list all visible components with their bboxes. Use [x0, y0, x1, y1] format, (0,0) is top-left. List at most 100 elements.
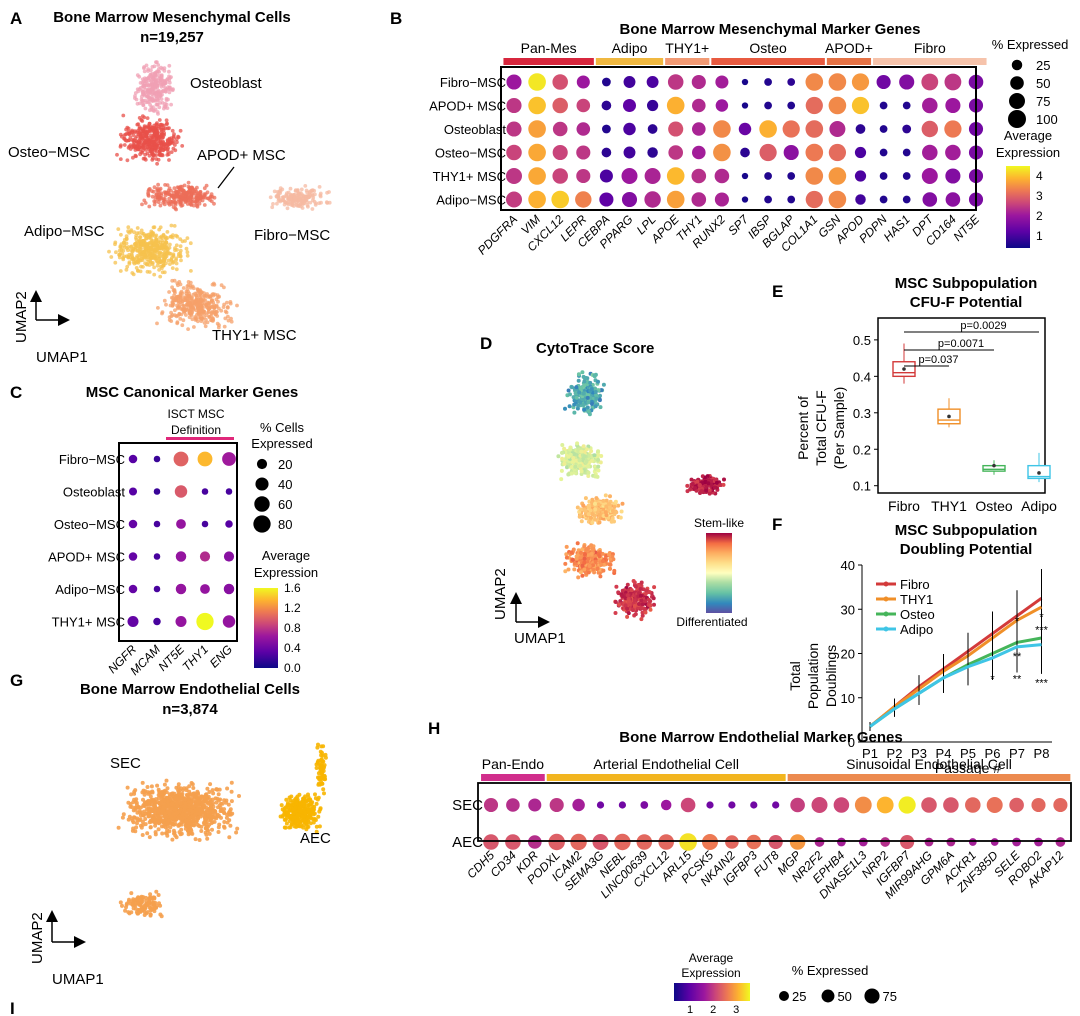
endothelial-cell-point — [304, 827, 309, 832]
endothelial-cell-point — [138, 810, 143, 815]
expression-dot — [713, 143, 731, 162]
umap-cell-point — [118, 245, 123, 250]
umap-cell-point — [280, 195, 285, 200]
endothelial-cell-point — [157, 901, 161, 906]
expression-dot — [692, 122, 706, 136]
umap-cell-point — [207, 315, 212, 319]
endothelial-cell-point — [314, 829, 319, 834]
d-umap2-label: UMAP2 — [492, 568, 509, 620]
umap-cell-point — [164, 118, 169, 123]
umap-cell-point — [139, 150, 144, 154]
expression-dot — [783, 144, 799, 161]
cytotrace-cell-point — [587, 564, 592, 568]
endothelial-cell-point — [315, 761, 320, 765]
endothelial-cell-point — [169, 802, 174, 807]
endothelial-cell-point — [144, 911, 149, 916]
umap-cell-point — [125, 131, 129, 136]
panel-c-title: MSC Canonical Marker Genes — [86, 384, 299, 401]
size-legend-label: 75 — [1036, 94, 1050, 109]
expression-dot — [922, 97, 938, 114]
endothelial-cell-point — [196, 804, 201, 808]
umap-cell-point — [170, 303, 175, 308]
cytotrace-cell-point — [565, 465, 569, 470]
endothelial-cell-point — [227, 835, 232, 840]
cytotrace-cell-point — [590, 401, 594, 406]
endothelial-cell-point — [210, 827, 214, 832]
expression-dot — [876, 74, 891, 90]
umap-cell-point — [198, 314, 203, 319]
umap-cell-point — [297, 204, 301, 208]
umap-cell-point — [169, 150, 174, 155]
row-label: Osteoblast — [63, 485, 126, 500]
legend-label: Osteo — [900, 607, 935, 622]
umap-cell-point — [156, 194, 161, 199]
umap-cell-point — [118, 157, 123, 162]
umap-cell-point — [272, 189, 277, 194]
endothelial-cell-point — [161, 809, 166, 814]
endothelial-cell-point — [322, 791, 326, 796]
umap-cell-point — [176, 191, 181, 195]
endothelial-cell-point — [154, 905, 158, 910]
endothelial-cell-point — [301, 825, 306, 830]
umap-cell-point — [152, 265, 157, 270]
cytotrace-cell-point — [607, 552, 611, 557]
endothelial-cell-point — [230, 811, 235, 816]
endothelial-cell-point — [287, 795, 292, 800]
endothelial-cell-point — [283, 825, 288, 830]
cytotrace-cell-point — [572, 567, 577, 572]
umap-cell-point — [156, 253, 161, 258]
expression-dot — [741, 102, 749, 109]
umap-cell-point — [318, 191, 323, 196]
cytotrace-cell-point — [595, 566, 600, 571]
umap-cell-point — [147, 204, 152, 209]
cytotrace-cell-point — [652, 585, 657, 590]
umap-cell-point — [149, 148, 154, 152]
expression-dot — [196, 612, 214, 631]
endothelial-cell-point — [156, 827, 161, 832]
size-legend-dot — [254, 496, 270, 512]
umap-cell-point — [175, 294, 179, 299]
umap-cell-point — [211, 318, 216, 322]
umap-cell-point — [192, 191, 197, 195]
umap-cell-point — [325, 190, 329, 195]
umap-cell-point — [185, 302, 190, 307]
endothelial-cell-point — [195, 810, 200, 815]
endothelial-cell-point — [165, 796, 170, 800]
cytotrace-cell-point — [697, 483, 702, 487]
endothelial-cell-point — [298, 801, 303, 806]
umap-cell-point — [162, 66, 167, 70]
endothelial-cell-point — [139, 900, 144, 905]
umap-cell-point — [172, 224, 177, 228]
cluster-label-osteoblast: Osteoblast — [190, 75, 263, 92]
cytotrace-cell-point — [703, 475, 708, 480]
endothelial-cell-point — [313, 792, 317, 797]
cytotrace-cell-point — [651, 596, 656, 601]
color-legend-bar — [1006, 166, 1030, 248]
expression-dot — [528, 167, 546, 185]
endothelial-cell-point — [228, 823, 233, 828]
umap-cell-point — [167, 315, 172, 319]
gene-label: NT5E — [951, 212, 983, 244]
umap-cell-point — [174, 207, 179, 212]
color-legend-tick: 1.6 — [284, 581, 301, 595]
cytotrace-cell-point — [601, 568, 606, 573]
cytotrace-cell-point — [625, 582, 630, 587]
cytotrace-cell-point — [563, 406, 567, 411]
gene-group-label: Fibro — [914, 40, 946, 56]
umap-cell-point — [178, 282, 183, 287]
panel-f: F MSC Subpopulation Doubling Potential T… — [772, 515, 1052, 776]
umap-cell-point — [202, 186, 207, 191]
umap-cell-point — [124, 267, 129, 272]
umap-cell-point — [147, 235, 152, 240]
umap-cell-point — [140, 202, 144, 207]
gene-label: NT5E — [156, 642, 188, 674]
umap-cell-point — [178, 128, 183, 133]
umap-cell-point — [305, 203, 310, 208]
isct-label-line1: ISCT MSC — [167, 407, 224, 421]
cytotrace-cell-point — [577, 458, 582, 463]
cytotrace-cell-point — [639, 617, 644, 622]
cytotrace-cell-point — [598, 574, 603, 579]
expression-dot — [621, 191, 638, 208]
endothelial-cell-point — [157, 790, 162, 795]
expression-dot — [738, 122, 752, 136]
